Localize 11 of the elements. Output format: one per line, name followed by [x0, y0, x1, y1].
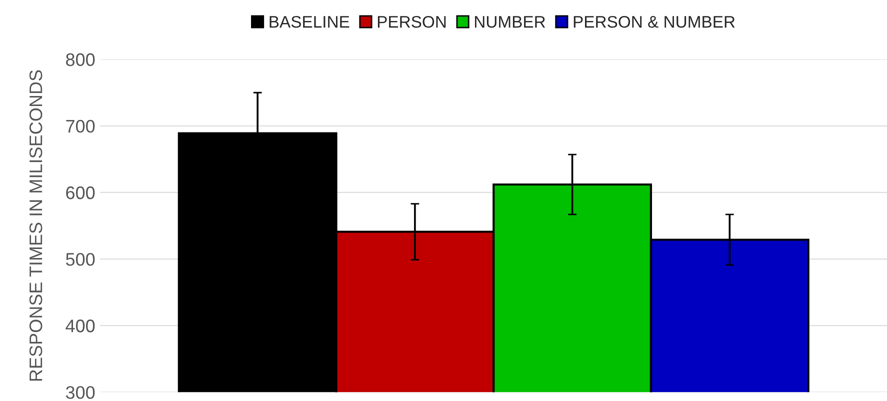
legend-label: NUMBER [474, 16, 546, 28]
y-tick-label: 500 [66, 252, 95, 266]
legend-label: PERSON [378, 16, 446, 28]
y-tick-label: 400 [66, 320, 95, 332]
y-tick-label: 700 [66, 120, 95, 133]
legend-label: BASELINE [270, 16, 350, 28]
y-tick-label: 300 [66, 386, 95, 399]
y-axis-title: RESPONSE TIMES IN MILISECONDS [29, 70, 42, 381]
y-tick-label: 600 [66, 186, 95, 200]
legend-label: PERSON & NUMBER [574, 16, 735, 28]
y-tick-label: 800 [66, 53, 95, 66]
